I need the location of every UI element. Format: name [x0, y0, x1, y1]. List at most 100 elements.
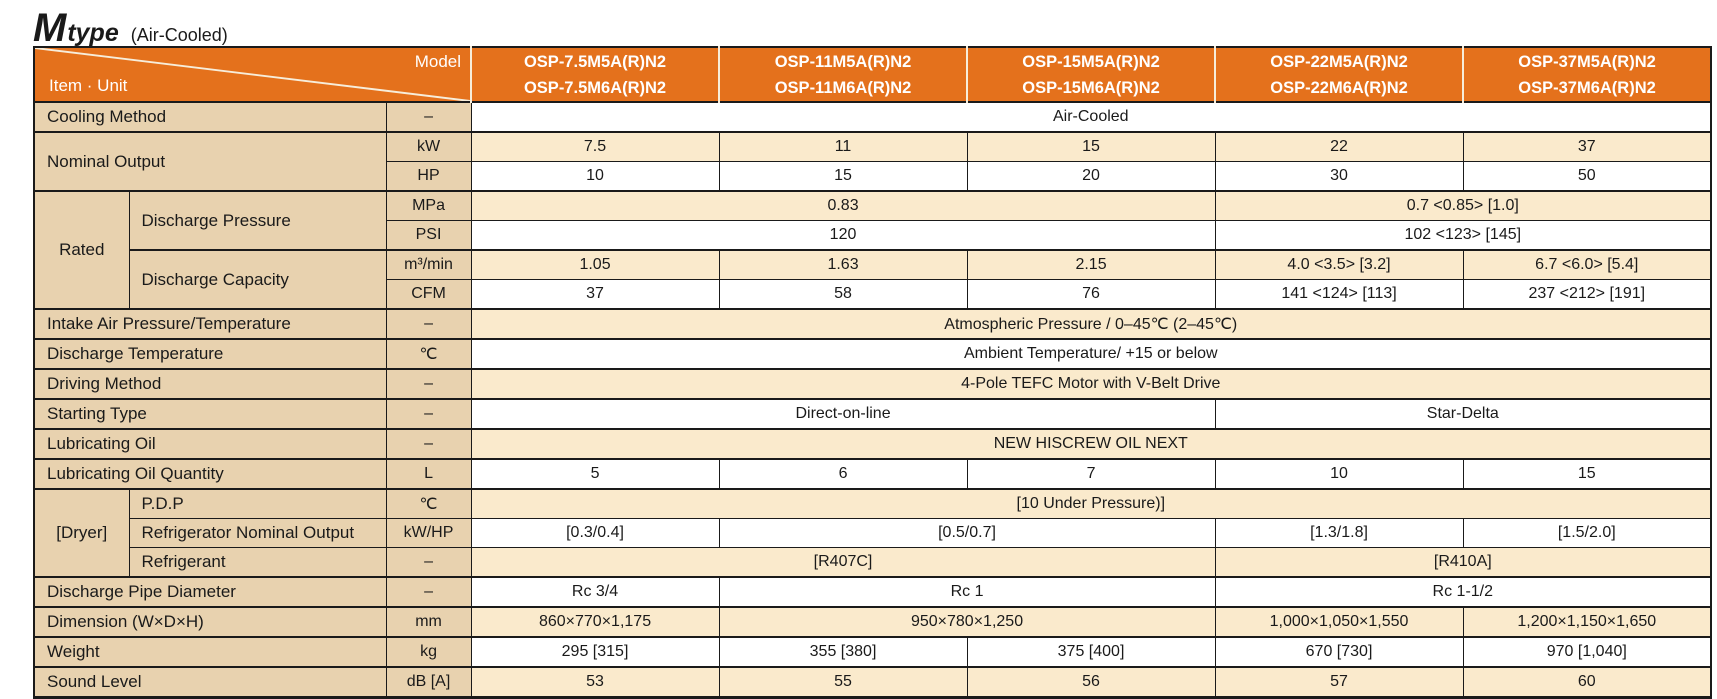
rated-group-label: Rated	[33, 190, 130, 310]
intake-label: Intake Air Pressure/Temperature	[33, 308, 387, 340]
sound-level-1: 53	[470, 666, 720, 698]
dimension-label: Dimension (W×D×H)	[33, 606, 387, 638]
oil-quantity-4: 10	[1214, 458, 1464, 490]
model-header-col-4: OSP-22M5A(R)N2 OSP-22M6A(R)N2	[1214, 47, 1464, 102]
dimension-1: 860×770×1,175	[470, 606, 720, 638]
cooling-method-unit: –	[385, 101, 472, 133]
discharge-capacity-m3-1: 1.05	[470, 249, 720, 280]
discharge-pressure-psi-cols1-3: 120	[470, 220, 1216, 251]
nominal-output-label: Nominal Output	[33, 131, 387, 192]
row-starting-type: Starting Type – Direct-on-line Star-Delt…	[33, 398, 1712, 430]
discharge-capacity-m3-unit: m³/min	[385, 249, 472, 280]
starting-type-label: Starting Type	[33, 398, 387, 430]
discharge-pressure-mpa-cols4-5: 0.7 <0.85> [1.0]	[1214, 190, 1712, 221]
row-weight: Weight kg 295 [315] 355 [380] 375 [400] …	[33, 636, 1712, 668]
discharge-temperature-label: Discharge Temperature	[33, 338, 387, 370]
starting-type-unit: –	[385, 398, 472, 430]
weight-4: 670 [730]	[1214, 636, 1464, 668]
refrigerator-output-cols2-3: [0.5/0.7]	[718, 518, 1216, 548]
discharge-temperature-value: Ambient Temperature/ +15 or below	[470, 338, 1712, 370]
sound-level-label: Sound Level	[33, 666, 387, 698]
title-type: type	[67, 19, 119, 47]
discharge-pipe-1: Rc 3/4	[470, 576, 720, 608]
sound-level-5: 60	[1462, 666, 1712, 698]
row-discharge-capacity-m3: Discharge Capacity m³/min 1.05 1.63 2.15…	[34, 249, 1712, 310]
nominal-output-hp-unit: HP	[385, 161, 472, 192]
row-discharge-pressure-mpa: Rated Discharge Pressure MPa 0.83 0.7 <0…	[33, 190, 1712, 310]
refrigerant-cols4-5: [R410A]	[1214, 547, 1712, 578]
sound-level-2: 55	[718, 666, 968, 698]
cooling-method-label: Cooling Method	[33, 101, 387, 133]
starting-type-cols1-3: Direct-on-line	[470, 398, 1216, 430]
title-m: M	[33, 6, 66, 50]
row-lubricating-oil-quantity: Lubricating Oil Quantity L 5 6 7 10 15	[33, 458, 1712, 490]
row-cooling-method: Cooling Method – Air-Cooled	[33, 101, 1712, 133]
row-discharge-temperature: Discharge Temperature ℃ Ambient Temperat…	[33, 338, 1712, 370]
weight-2: 355 [380]	[718, 636, 968, 668]
oil-quantity-2: 6	[718, 458, 968, 490]
refrigerant-cols1-3: [R407C]	[470, 547, 1216, 578]
discharge-pipe-unit: –	[385, 576, 472, 608]
weight-unit: kg	[385, 636, 472, 668]
model-header-col-3: OSP-15M5A(R)N2 OSP-15M6A(R)N2	[966, 47, 1216, 102]
refrigerator-output-unit: kW/HP	[385, 518, 472, 548]
nominal-output-kw-2: 11	[718, 131, 968, 162]
nominal-output-hp-1: 10	[470, 161, 720, 192]
nominal-output-hp-4: 30	[1214, 161, 1464, 192]
model-name: OSP-15M5A(R)N2	[1022, 52, 1160, 71]
title-subtitle: (Air-Cooled)	[130, 25, 228, 45]
discharge-pressure-psi-unit: PSI	[385, 220, 472, 251]
model-name: OSP-11M5A(R)N2	[774, 52, 912, 71]
discharge-capacity-cfm-unit: CFM	[385, 279, 472, 310]
discharge-pipe-cols4-5: Rc 1-1/2	[1214, 576, 1712, 608]
intake-unit: –	[385, 308, 472, 340]
starting-type-cols4-5: Star-Delta	[1214, 398, 1712, 430]
model-name: OSP-15M6A(R)N2	[1022, 78, 1160, 97]
discharge-capacity-cfm-5: 237 <212> [191]	[1462, 279, 1712, 310]
nominal-output-hp-2: 15	[718, 161, 968, 192]
model-name: OSP-22M6A(R)N2	[1270, 78, 1408, 97]
refrigerator-output-label: Refrigerator Nominal Output	[128, 518, 387, 548]
row-dimension: Dimension (W×D×H) mm 860×770×1,175 950×7…	[33, 606, 1712, 638]
pdp-unit: ℃	[385, 488, 472, 519]
refrigerator-output-4: [1.3/1.8]	[1214, 518, 1464, 548]
dryer-group-label: [Dryer]	[33, 488, 130, 578]
row-dryer-refrigerant: Refrigerant – [R407C] [R410A]	[34, 547, 1712, 578]
lubricating-oil-value: NEW HISCREW OIL NEXT	[470, 428, 1712, 460]
oil-quantity-1: 5	[470, 458, 720, 490]
nominal-output-kw-unit: kW	[385, 131, 472, 162]
lubricating-oil-label: Lubricating Oil	[33, 428, 387, 460]
driving-method-label: Driving Method	[33, 368, 387, 400]
dimension-cols2-3: 950×780×1,250	[718, 606, 1216, 638]
model-header-col-5: OSP-37M5A(R)N2 OSP-37M6A(R)N2	[1462, 47, 1712, 102]
discharge-pressure-mpa-unit: MPa	[385, 190, 472, 221]
row-discharge-capacity-cfm: CFM 37 58 76 141 <124> [113] 237 <212> […	[34, 279, 1712, 310]
driving-method-value: 4-Pole TEFC Motor with V-Belt Drive	[470, 368, 1712, 400]
discharge-capacity-m3-5: 6.7 <6.0> [5.4]	[1462, 249, 1712, 280]
nominal-output-kw-1: 7.5	[470, 131, 720, 162]
row-sound-level: Sound Level dB [A] 53 55 56 57 60	[33, 666, 1712, 698]
dimension-unit: mm	[385, 606, 472, 638]
oil-quantity-5: 15	[1462, 458, 1712, 490]
model-header-col-1: OSP-7.5M5A(R)N2 OSP-7.5M6A(R)N2	[470, 47, 720, 102]
nominal-output-hp-5: 50	[1462, 161, 1712, 192]
model-header-col-2: OSP-11M5A(R)N2 OSP-11M6A(R)N2	[718, 47, 968, 102]
refrigerant-label: Refrigerant	[128, 547, 387, 578]
row-driving-method: Driving Method – 4-Pole TEFC Motor with …	[33, 368, 1712, 400]
header-diagonal-cell: Model Item · Unit	[34, 47, 472, 102]
discharge-capacity-m3-4: 4.0 <3.5> [3.2]	[1214, 249, 1464, 280]
model-name: OSP-37M5A(R)N2	[1518, 52, 1656, 71]
discharge-capacity-label: Discharge Capacity	[128, 249, 387, 310]
weight-5: 970 [1,040]	[1462, 636, 1712, 668]
header-model-label: Model	[414, 52, 462, 71]
lubricating-oil-unit: –	[385, 428, 472, 460]
discharge-pipe-cols2-3: Rc 1	[718, 576, 1216, 608]
weight-label: Weight	[33, 636, 387, 668]
row-nominal-output-kw: Nominal Output kW 7.5 11 15 22 37	[33, 131, 1712, 192]
weight-1: 295 [315]	[470, 636, 720, 668]
nominal-output-kw-5: 37	[1462, 131, 1712, 162]
header-item-unit-label: Item · Unit	[49, 76, 128, 95]
pdp-label: P.D.P	[128, 488, 387, 519]
sound-level-4: 57	[1214, 666, 1464, 698]
nominal-output-kw-3: 15	[966, 131, 1216, 162]
